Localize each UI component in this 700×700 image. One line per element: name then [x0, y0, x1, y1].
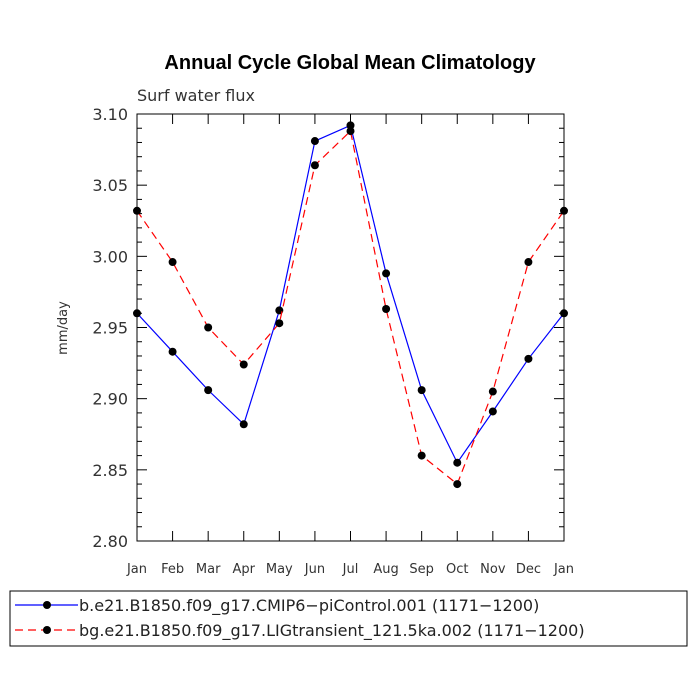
x-tick-label: Oct	[446, 562, 468, 577]
series-2	[133, 127, 568, 489]
legend: b.e21.B1850.f09_g17.CMIP6−piControl.001 …	[9, 590, 688, 647]
data-point	[275, 319, 284, 328]
x-tick-label: May	[266, 562, 293, 577]
legend-items: b.e21.B1850.f09_g17.CMIP6−piControl.001 …	[15, 596, 585, 641]
x-tick-label: Apr	[233, 562, 256, 577]
axis-ticks	[136, 113, 565, 542]
y-tick-labels: 2.80 2.85 2.90 2.95 3.00 3.05 3.10	[92, 105, 128, 551]
data-point	[168, 347, 177, 356]
data-point	[524, 354, 533, 363]
series-1	[133, 121, 568, 467]
y-tick-label: 2.85	[92, 461, 128, 480]
data-point	[204, 323, 213, 332]
y-tick-label: 3.10	[92, 105, 128, 124]
data-point	[560, 309, 568, 318]
data-point	[417, 386, 426, 395]
x-tick-labels: Jan Feb Mar Apr May Jun Jul Aug Sep Oct Nov Dec Jan	[126, 562, 574, 577]
y-axis-label: mm/day	[56, 301, 71, 355]
data-point	[133, 309, 141, 318]
data-point	[560, 206, 568, 215]
data-point	[382, 304, 391, 313]
y-tick-label: 2.95	[92, 319, 128, 338]
data-point	[346, 127, 355, 136]
data-point	[204, 386, 213, 395]
legend-marker	[43, 626, 51, 634]
data-point	[346, 121, 355, 130]
data-point	[453, 458, 462, 467]
legend-item-1: b.e21.B1850.f09_g17.CMIP6−piControl.001 …	[15, 596, 539, 616]
y-tick-label: 3.05	[92, 176, 128, 195]
x-tick-label: Nov	[480, 562, 506, 577]
y-tick-label: 2.80	[92, 532, 128, 551]
legend-label: bg.e21.B1850.f09_g17.LIGtransient_121.5k…	[79, 621, 585, 641]
data-point	[133, 206, 141, 215]
x-tick-label: Feb	[161, 562, 184, 577]
data-point	[168, 258, 177, 267]
data-point	[488, 387, 497, 396]
series-layer	[133, 121, 568, 489]
legend-marker	[43, 601, 51, 609]
x-tick-label: Jul	[342, 562, 359, 577]
data-point	[453, 480, 462, 489]
x-tick-label: Dec	[516, 562, 541, 577]
legend-item-2: bg.e21.B1850.f09_g17.LIGtransient_121.5k…	[15, 621, 585, 641]
legend-box	[9, 590, 688, 647]
data-point	[310, 161, 319, 170]
series-line	[136, 129, 565, 486]
x-tick-label: Jan	[126, 562, 147, 577]
data-point	[382, 269, 391, 278]
chart-title: Annual Cycle Global Mean Climatology	[164, 52, 536, 74]
x-tick-label: Aug	[373, 562, 398, 577]
data-point	[310, 137, 319, 146]
legend-label: b.e21.B1850.f09_g17.CMIP6−piControl.001 …	[79, 596, 539, 616]
data-point	[417, 451, 426, 460]
x-tick-label: Sep	[409, 562, 434, 577]
y-tick-label: 2.90	[92, 390, 128, 409]
data-point	[524, 258, 533, 267]
y-tick-label: 3.00	[92, 247, 128, 266]
data-point	[488, 407, 497, 416]
plot-frame	[136, 113, 565, 542]
x-tick-label: Mar	[196, 562, 221, 577]
data-point	[239, 360, 248, 369]
chart-subtitle: Surf water flux	[137, 86, 255, 105]
data-point	[239, 420, 248, 429]
x-tick-label: Jan	[553, 562, 574, 577]
series-line	[136, 124, 565, 464]
x-tick-label: Jun	[304, 562, 325, 577]
